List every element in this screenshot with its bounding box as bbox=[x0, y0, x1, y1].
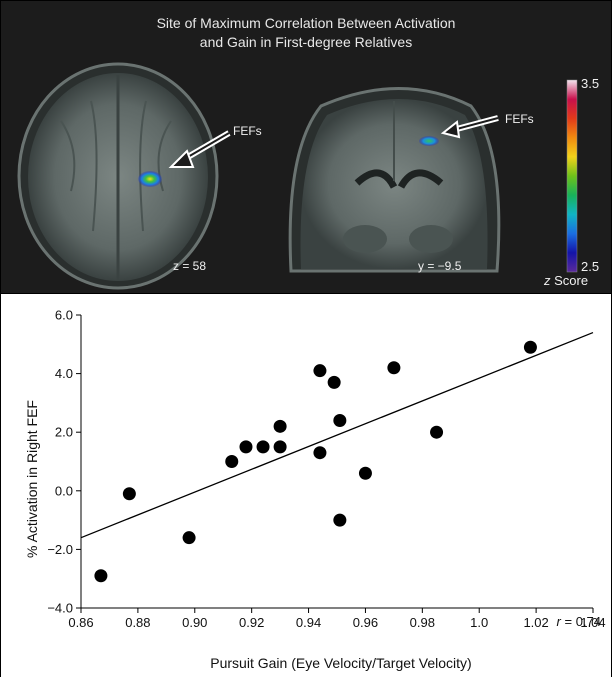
x-tick-label: 0.92 bbox=[239, 615, 264, 630]
axial-slice-label: z = 58 bbox=[173, 259, 207, 273]
data-point bbox=[273, 419, 287, 433]
fef-label-axial: FEFs bbox=[233, 124, 262, 138]
data-point bbox=[523, 340, 537, 354]
figure-title-line-1: Site of Maximum Correlation Between Acti… bbox=[156, 15, 456, 31]
x-tick-label: 0.86 bbox=[68, 615, 93, 630]
y-tick-label: −4.0 bbox=[47, 601, 73, 616]
figure-title-line-2: and Gain in First-degree Relatives bbox=[199, 34, 413, 50]
data-point bbox=[430, 425, 444, 439]
colorbar-title: z Score bbox=[544, 273, 589, 288]
y-tick-label: −2.0 bbox=[47, 542, 73, 557]
data-point bbox=[313, 364, 327, 378]
scatter-plot-panel: 0.86 0.88 0.90 0.92 0.94 0.96 0.98 1.0 1.02 1.04 −… bbox=[1, 293, 611, 677]
brain-slices bbox=[17, 62, 578, 290]
data-point bbox=[122, 487, 136, 501]
x-axis-label: Pursuit Gain (Eye Velocity/Target Veloci… bbox=[210, 655, 471, 671]
coronal-slice-label: y = −9.5 bbox=[418, 259, 462, 273]
data-point bbox=[256, 440, 270, 454]
data-point bbox=[182, 531, 196, 545]
data-point bbox=[94, 569, 108, 583]
colorbar-max-label: 3.5 bbox=[581, 76, 600, 91]
fef-arrow-axial bbox=[168, 130, 231, 168]
y-tick-label: 4.0 bbox=[55, 366, 73, 381]
x-tick-label: 1.02 bbox=[523, 615, 548, 630]
y-tick-label: 0.0 bbox=[55, 483, 73, 498]
data-points bbox=[94, 340, 537, 583]
x-tick-label: 0.94 bbox=[296, 615, 321, 630]
y-tick-label: 6.0 bbox=[55, 308, 73, 323]
x-tick-label: 0.90 bbox=[182, 615, 207, 630]
x-tick-label: 0.88 bbox=[125, 615, 150, 630]
fef-arrow-coronal bbox=[440, 115, 499, 139]
regression-line-group bbox=[80, 331, 594, 539]
coronal-slice bbox=[288, 87, 501, 273]
y-axis-label: % Activation in Right FEF bbox=[24, 400, 40, 558]
data-point bbox=[273, 440, 287, 454]
correlation-annotation: r = 0.74 bbox=[557, 614, 601, 629]
colorbar bbox=[566, 79, 578, 273]
brain-image-panel: Site of Maximum Correlation Between Acti… bbox=[1, 1, 611, 293]
activation-blob-axial bbox=[138, 171, 162, 187]
colorbar-min-label: 2.5 bbox=[581, 259, 600, 274]
regression-line bbox=[80, 331, 594, 539]
data-point bbox=[387, 361, 401, 375]
y-tick-label: 2.0 bbox=[55, 425, 73, 440]
x-tick-label: 1.04 bbox=[580, 615, 605, 630]
axial-slice bbox=[17, 62, 219, 290]
data-point bbox=[358, 466, 372, 480]
x-tick-label: 0.96 bbox=[353, 615, 378, 630]
axes: 0.86 0.88 0.90 0.92 0.94 0.96 0.98 1.0 1.02 1.04 −… bbox=[47, 308, 605, 631]
data-point bbox=[313, 446, 327, 460]
scatter-chart: 0.86 0.88 0.90 0.92 0.94 0.96 0.98 1.0 1.02 1.04 −… bbox=[24, 308, 606, 672]
activation-blob-coronal bbox=[419, 136, 439, 146]
data-point bbox=[327, 375, 341, 389]
fef-label-coronal: FEFs bbox=[505, 112, 534, 126]
data-point bbox=[225, 455, 239, 468]
data-point bbox=[333, 513, 347, 527]
data-point bbox=[239, 440, 253, 454]
x-tick-label: 0.98 bbox=[410, 615, 435, 630]
data-point bbox=[333, 413, 347, 427]
x-tick-label: 1.0 bbox=[470, 615, 488, 630]
